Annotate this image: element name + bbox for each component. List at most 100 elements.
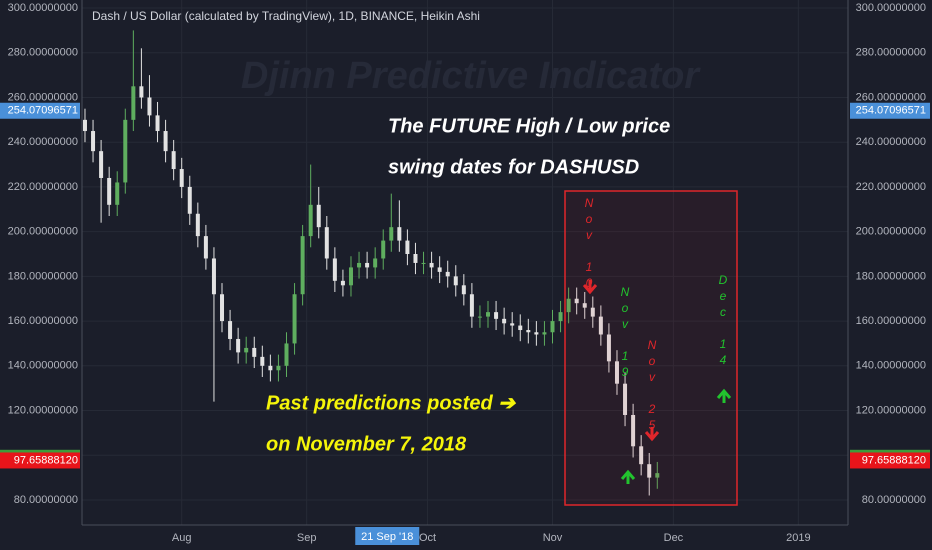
price-label-bg: [0, 102, 80, 119]
candle-body: [469, 294, 474, 317]
candle-body: [365, 262, 370, 268]
candle-body: [389, 227, 394, 241]
candle-body: [437, 267, 442, 272]
candle-body: [268, 365, 273, 371]
y-tick-label: 140.00000000: [856, 360, 926, 372]
candle-body: [123, 119, 128, 183]
candle-body: [606, 334, 611, 362]
annotation: The FUTURE High / Low price: [388, 115, 670, 137]
annotation: Past predictions posted ➔: [266, 392, 516, 414]
candle-body: [82, 119, 87, 132]
price-label: 97.65888120: [862, 454, 926, 466]
candle-body: [340, 280, 345, 286]
candle-body: [179, 169, 184, 187]
y-tick-label: 240.00000000: [8, 136, 78, 148]
y-tick-label: 260.00000000: [8, 91, 78, 103]
candle-body: [582, 303, 587, 308]
candle-body: [558, 312, 563, 322]
candle-body: [284, 343, 289, 366]
candle-body: [590, 307, 595, 317]
x-tick-label: Dec: [664, 532, 684, 544]
x-tick-label: Sep: [297, 532, 317, 544]
watermark: Djinn Predictive Indicator: [241, 55, 701, 97]
candle-body: [421, 262, 426, 264]
candle-body: [187, 186, 192, 214]
y-tick-label: 280.00000000: [856, 47, 926, 59]
candle-body: [276, 365, 281, 371]
y-tick-label: 260.00000000: [856, 91, 926, 103]
y-tick-label: 220.00000000: [8, 181, 78, 193]
candle-body: [308, 204, 313, 237]
candles: [82, 30, 660, 496]
candle-body: [155, 115, 160, 132]
candle-body: [348, 267, 353, 286]
y-tick-label: 300.00000000: [856, 2, 926, 14]
candle-body: [510, 323, 515, 326]
arrow-down: [644, 427, 660, 442]
arrow-down: [582, 280, 598, 295]
candle-body: [147, 97, 152, 116]
y-tick-label: 200.00000000: [8, 226, 78, 238]
candle-body: [236, 338, 241, 353]
candle-body: [502, 318, 507, 324]
candle-body: [131, 86, 136, 120]
candle-body: [171, 151, 176, 170]
candle-body: [252, 347, 257, 357]
price-label: 254.07096571: [856, 105, 926, 117]
y-tick-label: 80.00000000: [862, 494, 926, 506]
candle-body: [397, 227, 402, 241]
arrow-up: [716, 388, 732, 403]
annotation: swing dates for DASHUSD: [388, 156, 639, 178]
candle-body: [639, 446, 644, 465]
candle-body: [453, 276, 458, 286]
date-label: Nov 25: [645, 338, 659, 434]
candle-body: [542, 332, 547, 335]
y-tick-label: 80.00000000: [14, 494, 78, 506]
date-label: Dec 14: [716, 273, 730, 369]
price-label: 97.65888120: [14, 454, 78, 466]
candle-body: [115, 182, 120, 205]
candle-body: [550, 321, 555, 333]
prediction-box: [564, 190, 738, 506]
crosshair-label: 21 Sep '18: [361, 531, 413, 543]
date-label: Nov 19: [618, 285, 632, 381]
candle-body: [647, 464, 652, 478]
candle-body: [244, 347, 249, 353]
y-tick-label: 180.00000000: [8, 270, 78, 282]
candle-body: [518, 325, 523, 331]
y-tick-label: 160.00000000: [856, 315, 926, 327]
candle-body: [655, 473, 660, 478]
y-tick-label: 280.00000000: [8, 47, 78, 59]
candle-body: [260, 356, 265, 366]
candle-body: [300, 236, 305, 295]
crosshair-label-bg: [355, 527, 420, 545]
candle-body: [429, 262, 434, 268]
candle-body: [461, 285, 466, 295]
candle-body: [99, 151, 104, 178]
date-label: Nov 10: [582, 196, 596, 292]
candle-body: [534, 332, 539, 335]
candle-body: [574, 298, 579, 304]
y-tick-label: 240.00000000: [856, 136, 926, 148]
candle-body: [203, 236, 208, 259]
candle-body: [332, 258, 337, 281]
candle-body: [598, 316, 603, 335]
grid: [82, 0, 848, 525]
candle-body: [486, 312, 491, 317]
candle-body: [228, 321, 233, 339]
x-tick-label: 2019: [786, 532, 810, 544]
y-tick-label: 180.00000000: [856, 270, 926, 282]
candle-body: [566, 298, 571, 313]
y-tick-label: 220.00000000: [856, 181, 926, 193]
price-label-bg: [850, 102, 930, 119]
candle-body: [211, 258, 216, 295]
candle-body: [195, 213, 200, 237]
arrow-up: [620, 469, 636, 484]
price-label-bg: [850, 452, 930, 469]
price-label-bg: [0, 452, 80, 469]
candle-body: [316, 204, 321, 228]
